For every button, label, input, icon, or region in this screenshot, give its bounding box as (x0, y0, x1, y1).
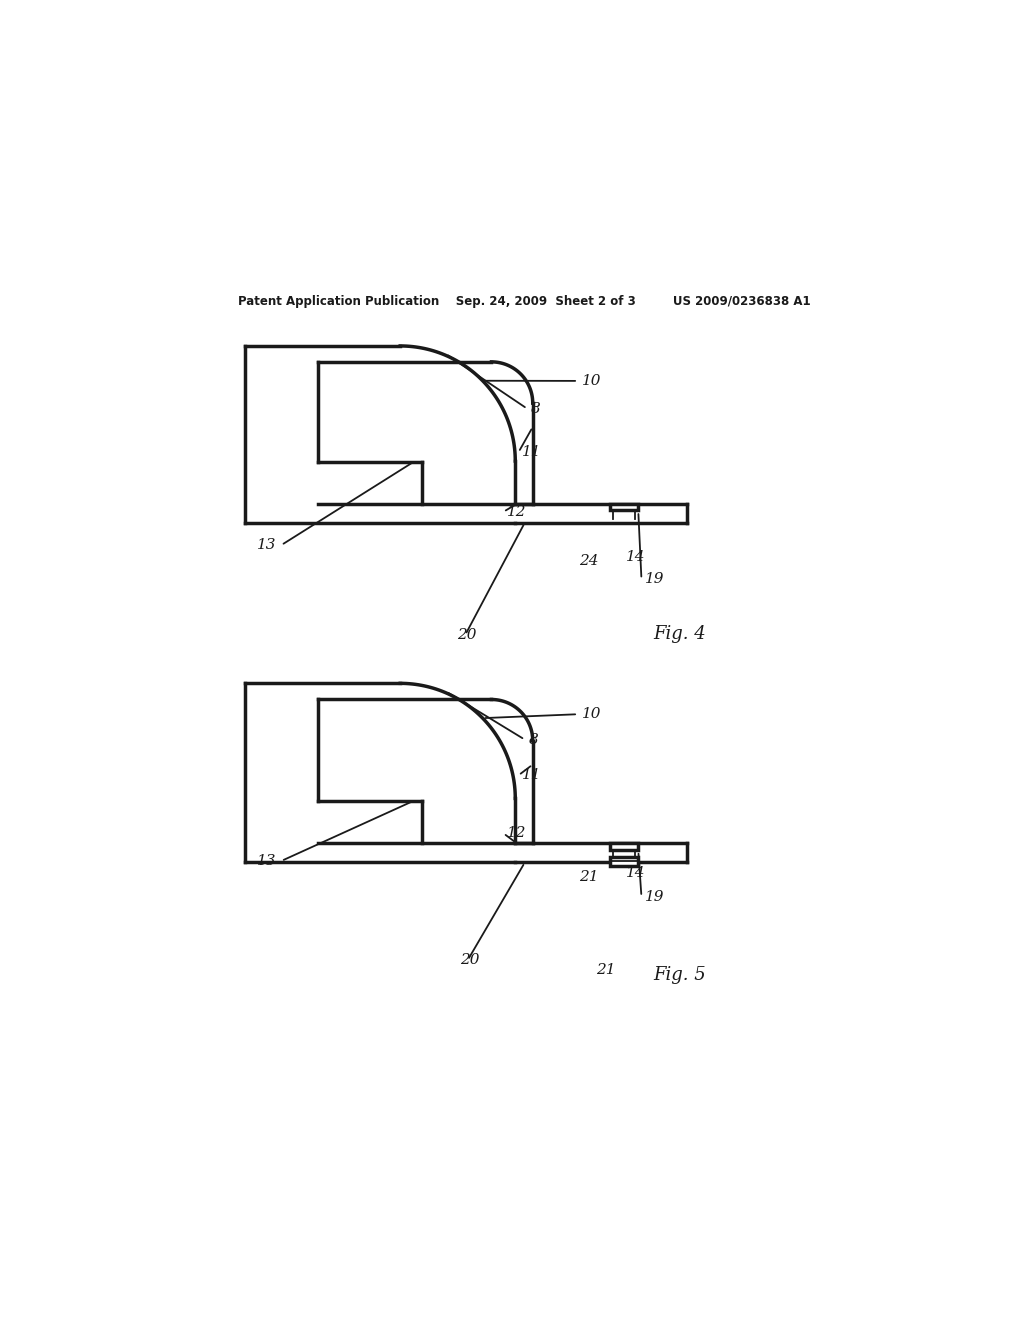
Text: 8: 8 (528, 733, 539, 747)
Text: Fig. 4: Fig. 4 (653, 624, 707, 643)
Text: 8: 8 (531, 401, 541, 416)
Text: 19: 19 (645, 890, 665, 904)
Bar (609, 857, 638, 866)
Text: 11: 11 (522, 768, 542, 783)
Text: 10: 10 (582, 374, 601, 388)
Text: 24: 24 (579, 554, 598, 568)
Text: 21: 21 (596, 962, 615, 977)
Text: Patent Application Publication    Sep. 24, 2009  Sheet 2 of 3         US 2009/02: Patent Application Publication Sep. 24, … (239, 296, 811, 308)
Text: 14: 14 (627, 550, 646, 564)
Text: 13: 13 (257, 854, 276, 869)
Text: 19: 19 (645, 573, 665, 586)
Text: 13: 13 (257, 539, 276, 552)
Text: 12: 12 (507, 826, 526, 841)
Text: 21: 21 (579, 870, 598, 884)
Text: Fig. 5: Fig. 5 (653, 966, 707, 985)
Text: 20: 20 (460, 953, 479, 968)
Text: 20: 20 (458, 628, 477, 642)
Bar (609, 843, 638, 850)
Text: 10: 10 (582, 708, 601, 721)
Bar (609, 504, 638, 511)
Text: 11: 11 (522, 445, 542, 459)
Text: 12: 12 (507, 504, 526, 519)
Text: 14: 14 (627, 866, 646, 880)
